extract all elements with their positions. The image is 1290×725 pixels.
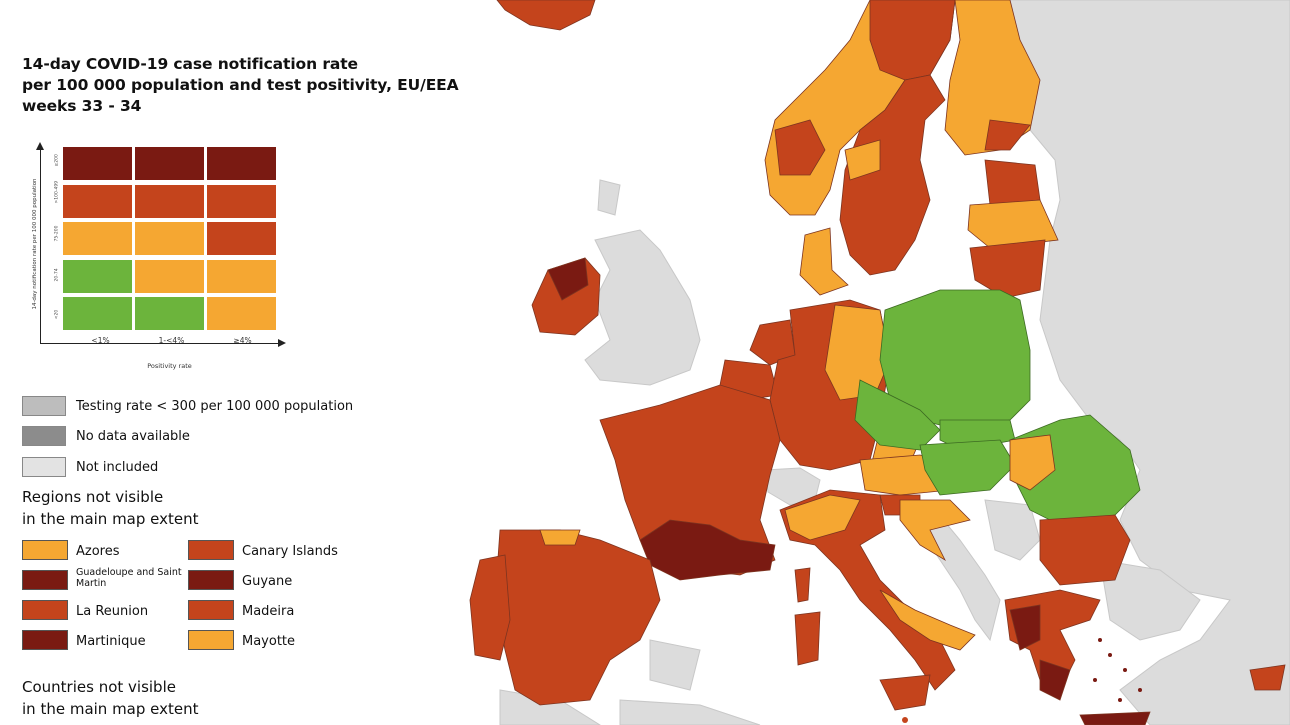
bulgaria bbox=[1039, 514, 1131, 586]
swatch-no-data bbox=[22, 426, 66, 446]
regions-heading-line-1: Regions not visible bbox=[22, 488, 164, 506]
matrix-y-label: 14-day notification rate per 100 000 pop… bbox=[32, 178, 38, 310]
y-tick-2: >100-499 bbox=[54, 180, 60, 204]
title-line-3: weeks 33 - 34 bbox=[22, 97, 142, 115]
crete bbox=[1079, 711, 1151, 725]
regions-heading: Regions not visible in the main map exte… bbox=[22, 486, 199, 530]
label-canary-islands: Canary Islands bbox=[242, 544, 338, 559]
estonia bbox=[984, 159, 1041, 206]
france bbox=[599, 384, 781, 576]
matrix-cell-r5-c2 bbox=[134, 296, 205, 331]
corsica bbox=[794, 567, 811, 603]
y-tick-4: 20-74 bbox=[54, 268, 60, 282]
sweden bbox=[839, 74, 946, 276]
matrix-cell-r2-c1 bbox=[62, 183, 133, 219]
matrix-cell-r1-c2 bbox=[134, 146, 205, 181]
italy bbox=[779, 489, 956, 691]
malta bbox=[902, 717, 908, 723]
swatch-la-reunion bbox=[22, 600, 68, 620]
regions-heading-line-2: in the main map extent bbox=[22, 510, 199, 528]
label-madeira: Madeira bbox=[242, 604, 295, 619]
countries-heading: Countries not visible in the main map ex… bbox=[22, 676, 199, 720]
map-legend: 14-day COVID-19 case notification rate p… bbox=[0, 0, 520, 725]
aegean-islands bbox=[1093, 638, 1142, 702]
sardinia bbox=[794, 611, 821, 666]
countries-heading-line-2: in the main map extent bbox=[22, 700, 199, 718]
x-tick-2: 1-<4% bbox=[158, 336, 185, 345]
matrix-cell-r4-c2 bbox=[134, 258, 205, 294]
y-tick-3: 75-200 bbox=[54, 225, 60, 242]
swatch-madeira bbox=[188, 600, 234, 620]
y-tick-1: ≥200 bbox=[54, 154, 60, 167]
not-included-land bbox=[499, 0, 1290, 725]
matrix-cell-r5-c3 bbox=[206, 296, 277, 331]
map-title: 14-day COVID-19 case notification rate p… bbox=[22, 54, 522, 117]
matrix-cell-r4-c3 bbox=[206, 258, 277, 294]
label-mayotte: Mayotte bbox=[242, 634, 296, 649]
czechia bbox=[854, 379, 941, 451]
swatch-martinique bbox=[22, 630, 68, 650]
matrix-cell-r1-c3 bbox=[206, 146, 277, 181]
label-guadeloupe: Guadeloupe and Saint Martin bbox=[76, 567, 182, 589]
swatch-guyane bbox=[188, 570, 234, 590]
matrix-cell-r2-c3 bbox=[206, 183, 277, 219]
swatch-azores bbox=[22, 540, 68, 560]
swatch-canary-islands bbox=[188, 540, 234, 560]
swatch-guadeloupe bbox=[22, 570, 68, 590]
swatch-mayotte bbox=[188, 630, 234, 650]
matrix-x-arrow bbox=[278, 339, 286, 347]
risk-matrix bbox=[62, 146, 277, 332]
matrix-cell-r3-c1 bbox=[62, 221, 133, 256]
y-tick-5: <20 bbox=[54, 309, 60, 320]
sicily bbox=[879, 674, 931, 711]
matrix-y-axis bbox=[40, 148, 41, 344]
label-azores: Azores bbox=[76, 544, 120, 559]
x-tick-3: ≥4% bbox=[233, 336, 252, 345]
lithuania bbox=[969, 239, 1046, 299]
iceland bbox=[496, 0, 596, 31]
portugal bbox=[469, 554, 511, 661]
poland bbox=[879, 289, 1031, 431]
countries-heading-line-1: Countries not visible bbox=[22, 678, 176, 696]
x-tick-1: <1% bbox=[91, 336, 110, 345]
label-testing-rate: Testing rate < 300 per 100 000 populatio… bbox=[76, 399, 354, 414]
matrix-x-label: Positivity rate bbox=[147, 362, 192, 370]
swatch-not-included bbox=[22, 457, 66, 477]
croatia bbox=[899, 499, 971, 562]
label-not-included: Not included bbox=[76, 460, 159, 475]
denmark bbox=[799, 227, 849, 296]
label-martinique: Martinique bbox=[76, 634, 146, 649]
hungary bbox=[919, 439, 1016, 496]
matrix-x-axis bbox=[40, 343, 280, 344]
matrix-cell-r5-c1 bbox=[62, 296, 133, 331]
matrix-cell-r4-c1 bbox=[62, 258, 133, 294]
label-no-data: No data available bbox=[76, 429, 190, 444]
matrix-y-arrow bbox=[36, 142, 44, 150]
title-line-2: per 100 000 population and test positivi… bbox=[22, 76, 459, 94]
swatch-testing-rate bbox=[22, 396, 66, 416]
cyprus bbox=[1249, 664, 1286, 691]
spain bbox=[494, 529, 661, 706]
title-line-1: 14-day COVID-19 case notification rate bbox=[22, 55, 358, 73]
label-guyane: Guyane bbox=[242, 574, 293, 589]
matrix-cell-r1-c1 bbox=[62, 146, 133, 181]
matrix-cell-r3-c2 bbox=[134, 221, 205, 256]
matrix-cell-r2-c2 bbox=[134, 183, 205, 219]
label-la-reunion: La Reunion bbox=[76, 604, 149, 619]
matrix-cell-r3-c3 bbox=[206, 221, 277, 256]
